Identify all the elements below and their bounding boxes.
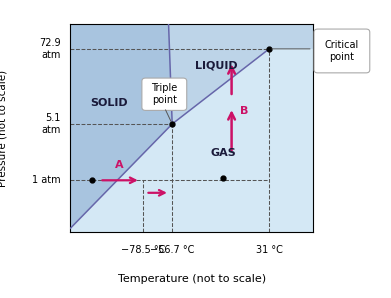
Text: GAS: GAS [210, 148, 236, 158]
Text: −78.5 °C: −78.5 °C [121, 245, 165, 255]
Text: 5.1
atm: 5.1 atm [41, 113, 61, 135]
Text: Triple
point: Triple point [151, 83, 178, 105]
Text: SOLID: SOLID [90, 98, 128, 108]
Text: Critical
point: Critical point [325, 40, 359, 62]
Text: A: A [115, 160, 123, 170]
Text: −56.7 °C: −56.7 °C [150, 245, 194, 255]
FancyBboxPatch shape [314, 29, 370, 73]
Text: LIQUID: LIQUID [194, 60, 237, 71]
FancyBboxPatch shape [142, 78, 187, 111]
Polygon shape [169, 24, 313, 124]
Polygon shape [70, 24, 172, 228]
Text: B: B [240, 106, 248, 117]
Text: Pressure (not to scale): Pressure (not to scale) [0, 69, 7, 187]
Text: Temperature (not to scale): Temperature (not to scale) [118, 274, 265, 284]
Text: 31 °C: 31 °C [256, 245, 283, 255]
Text: 72.9
atm: 72.9 atm [39, 38, 61, 60]
Text: 1 atm: 1 atm [32, 175, 61, 185]
